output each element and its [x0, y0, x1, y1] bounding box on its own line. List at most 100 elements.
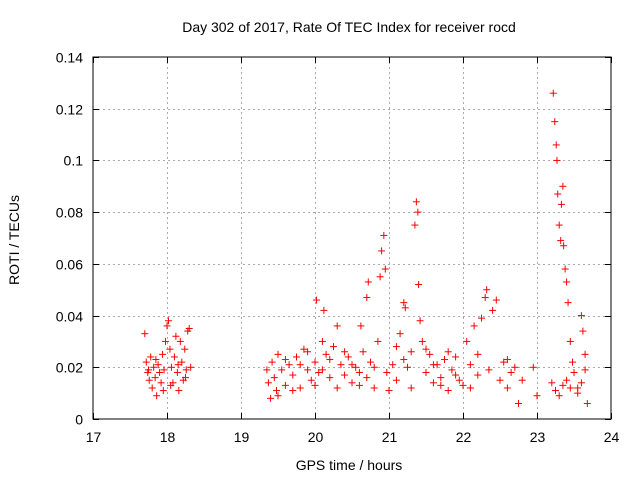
data-point	[363, 293, 371, 301]
data-point	[485, 366, 493, 374]
data-point	[181, 345, 189, 353]
data-point	[407, 348, 415, 356]
data-point	[348, 379, 356, 387]
data-point	[452, 353, 460, 361]
data-point	[563, 278, 571, 286]
data-point	[378, 247, 386, 255]
data-point	[264, 379, 272, 387]
data-point	[153, 392, 161, 400]
data-point	[444, 348, 452, 356]
data-point	[437, 374, 445, 382]
data-point	[293, 353, 300, 361]
y-tick-label: 0.02	[56, 360, 83, 376]
x-tick-label: 24	[604, 429, 620, 445]
data-point	[416, 317, 424, 325]
data-point	[289, 371, 297, 379]
data-point	[422, 368, 430, 376]
data-point	[326, 356, 334, 364]
y-tick-label: 0.04	[56, 309, 83, 325]
data-point	[268, 358, 276, 366]
data-point	[552, 387, 559, 395]
data-point	[396, 330, 404, 338]
data-point	[359, 348, 367, 356]
data-point	[307, 376, 315, 384]
data-point	[274, 392, 282, 400]
data-point	[278, 366, 286, 374]
data-point	[466, 384, 474, 392]
x-axis-ticks: 17 18 19 20 21 22 23 24	[86, 57, 620, 445]
data-point	[151, 374, 159, 382]
data-point	[533, 392, 541, 400]
data-point	[577, 379, 585, 387]
data-point	[263, 366, 271, 374]
data-point	[389, 361, 397, 369]
data-point	[474, 350, 482, 358]
x-tick-label: 18	[160, 429, 176, 445]
data-point	[561, 265, 569, 273]
data-point	[566, 337, 574, 345]
data-point	[159, 387, 167, 395]
data-point	[376, 273, 384, 281]
data-point	[145, 376, 153, 384]
data-point	[364, 278, 372, 286]
data-point	[577, 312, 585, 320]
data-point	[311, 381, 319, 389]
data-point	[474, 371, 482, 379]
data-point	[574, 389, 582, 397]
data-point	[148, 384, 156, 392]
data-point	[142, 358, 150, 366]
data-point	[178, 358, 186, 366]
data-point	[553, 156, 561, 164]
data-point	[529, 363, 537, 371]
data-point	[555, 392, 563, 400]
data-point	[341, 371, 349, 379]
data-point	[162, 337, 170, 345]
data-point	[270, 374, 278, 382]
plot-frame	[92, 56, 612, 420]
data-point	[173, 368, 181, 376]
data-point	[548, 379, 556, 387]
y-tick-label: 0.06	[56, 257, 83, 273]
data-point	[559, 381, 567, 389]
data-point	[352, 363, 360, 371]
data-point	[392, 343, 400, 351]
data-point	[300, 345, 308, 353]
data-point	[404, 363, 411, 371]
data-point	[583, 399, 591, 407]
data-point	[557, 237, 565, 245]
data-point	[159, 350, 167, 358]
data-point	[174, 361, 182, 369]
data-point	[296, 361, 304, 369]
data-point	[407, 384, 415, 392]
data-point	[296, 384, 304, 392]
data-point	[164, 317, 172, 325]
data-point	[503, 384, 511, 392]
data-point	[566, 384, 574, 392]
data-point	[370, 363, 378, 371]
data-point	[273, 387, 281, 395]
y-tick-label: 0.08	[56, 205, 83, 221]
data-point	[463, 337, 471, 345]
data-point	[170, 353, 178, 361]
data-point	[370, 384, 378, 392]
data-point	[422, 345, 430, 353]
data-point	[274, 350, 282, 358]
data-point	[557, 200, 565, 208]
data-point	[367, 358, 374, 366]
data-point	[470, 322, 478, 330]
data-point	[489, 306, 497, 314]
y-tick-label: 0.12	[56, 102, 83, 118]
data-point	[415, 281, 423, 289]
data-point	[157, 379, 165, 387]
data-point	[315, 368, 323, 376]
data-point	[160, 366, 168, 374]
y-tick-label: 0.14	[56, 50, 83, 66]
data-point	[289, 387, 297, 395]
data-point	[500, 358, 508, 366]
data-point	[355, 368, 363, 376]
chart-title: Day 302 of 2017, Rate Of TEC Index for r…	[182, 19, 516, 35]
data-point	[363, 374, 371, 382]
data-point	[452, 371, 460, 379]
data-point	[459, 381, 467, 389]
